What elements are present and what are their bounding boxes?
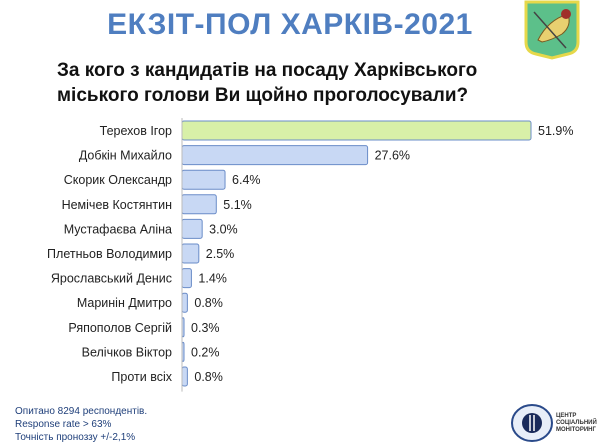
footer-accuracy: Точність проноззу +/-2,1%: [15, 432, 136, 443]
bar: [181, 243, 200, 264]
category-label: Терехов Ігор: [100, 124, 172, 138]
bar: [181, 292, 188, 313]
category-label: Ярославський Денис: [51, 272, 172, 286]
value-label: 51.9%: [538, 124, 573, 138]
bar: [181, 194, 217, 215]
category-label: Немічев Костянтин: [62, 198, 173, 212]
bar: [181, 145, 369, 166]
svg-text:ЦЕНТР: ЦЕНТР: [556, 413, 576, 419]
bar-chart: Терехов Ігор 51.9% Добкін Михайло 27.6% Скор…: [47, 118, 573, 392]
footer-notes: Опитано 8294 респондентів. Response rate…: [15, 405, 147, 444]
social-monitoring-center-logo: ЦЕНТР СОЦІАЛЬНИЙ МОНІТОРИНГ: [511, 404, 597, 442]
category-label: Мустафаєва Аліна: [64, 222, 172, 236]
bar: [181, 120, 532, 141]
value-label: 6.4%: [232, 173, 261, 187]
category-label: Ряпополов Сергій: [68, 321, 172, 335]
category-label: Маринін Дмитро: [77, 296, 172, 310]
value-label: 2.5%: [206, 247, 235, 261]
page-title: ЕКЗІТ-ПОЛ ХАРКІВ-2021: [107, 8, 473, 41]
value-label: 5.1%: [223, 198, 252, 212]
bar: [181, 218, 203, 239]
category-label: Проти всіх: [111, 370, 172, 384]
category-label: Добкін Михайло: [79, 149, 172, 163]
question-line-1: За кого з кандидатів на посаду Харківськ…: [57, 60, 478, 81]
value-label: 27.6%: [375, 149, 410, 163]
value-label: 0.8%: [194, 370, 223, 384]
category-label: Скорик Олександр: [64, 173, 172, 187]
bar: [181, 268, 192, 289]
svg-text:СОЦІАЛЬНИЙ: СОЦІАЛЬНИЙ: [556, 418, 597, 426]
value-label: 1.4%: [198, 272, 227, 286]
bar: [181, 169, 226, 190]
value-label: 0.8%: [194, 296, 223, 310]
category-label: Велічков Віктор: [82, 345, 172, 359]
footer-response-rate: Response rate > 63%: [15, 419, 112, 430]
bar: [181, 366, 188, 387]
value-label: 0.2%: [191, 345, 220, 359]
value-label: 0.3%: [191, 321, 220, 335]
svg-text:МОНІТОРИНГ: МОНІТОРИНГ: [556, 427, 596, 433]
question-line-2: міського голови Ви щойно проголосували?: [57, 85, 469, 106]
value-label: 3.0%: [209, 222, 238, 236]
category-label: Плетньов Володимир: [47, 247, 172, 261]
footer-respondents: Опитано 8294 респондентів.: [15, 406, 148, 417]
question: За кого з кандидатів на посаду Харківськ…: [57, 58, 477, 108]
kharkiv-coat-of-arms: [524, 0, 580, 60]
